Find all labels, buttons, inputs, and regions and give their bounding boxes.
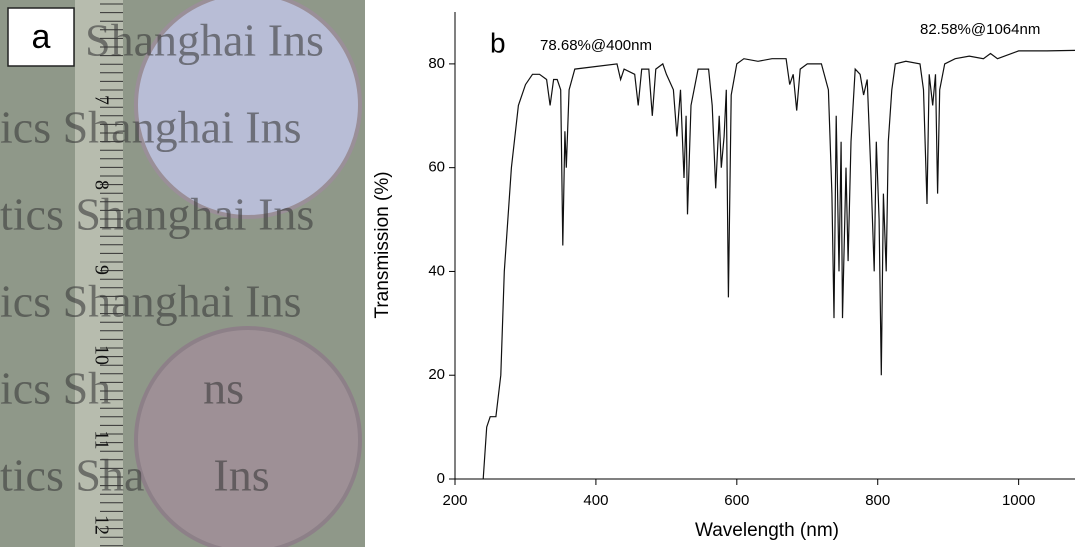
ruler-label: 8 <box>90 180 112 190</box>
y-tick-label: 80 <box>428 55 445 72</box>
annotation: 82.58%@1064nm <box>920 21 1040 38</box>
watermark-text: ics Shanghai Ins <box>0 276 302 327</box>
x-tick-label: 600 <box>724 492 749 509</box>
ruler-label: 7 <box>90 95 112 105</box>
crystal-top <box>134 0 362 219</box>
watermark-text: Shanghai Ins <box>85 15 324 66</box>
ruler-ticks <box>100 3 123 547</box>
y-tick-label: 40 <box>428 262 445 279</box>
x-tick-label: 800 <box>865 492 890 509</box>
ruler-label: 11 <box>90 430 112 449</box>
annotation: 78.68%@400nm <box>540 37 652 54</box>
y-tick-label: 60 <box>428 159 445 176</box>
x-tick-label: 400 <box>583 492 608 509</box>
x-tick-label: 200 <box>442 492 467 509</box>
ruler-label: 12 <box>90 515 112 535</box>
y-axis-title: Transmission (%) <box>372 171 393 318</box>
watermark-text: ics Shanghai Ins <box>0 102 302 153</box>
panel-label-box <box>7 7 75 67</box>
spectrum-line <box>482 49 1075 480</box>
y-tick-label: 20 <box>428 366 445 383</box>
watermark-text: tics Sha Ins <box>0 450 270 501</box>
panel-label: a <box>32 18 51 56</box>
watermark-text: tics Shanghai Ins <box>0 189 314 240</box>
y-tick-label: 0 <box>437 470 445 487</box>
crystal-bottom <box>134 326 362 547</box>
watermark: Shanghai Ins ics Shanghai Ins tics Shangha… <box>0 15 324 501</box>
x-tick-label: 1000 <box>1002 492 1035 509</box>
ruler-label: 9 <box>90 265 112 275</box>
watermark-text: ics Sh ns <box>0 363 244 414</box>
x-axis-title: Wavelength (nm) <box>695 520 839 541</box>
panel-label: b <box>490 27 506 58</box>
ruler-label: 10 <box>90 345 112 365</box>
ruler <box>75 0 123 547</box>
